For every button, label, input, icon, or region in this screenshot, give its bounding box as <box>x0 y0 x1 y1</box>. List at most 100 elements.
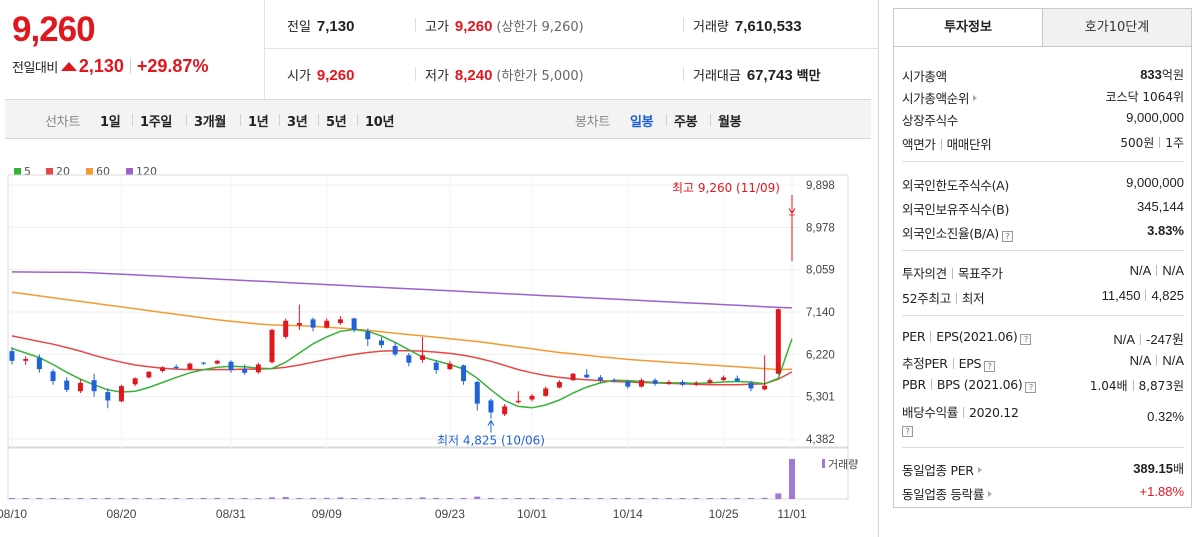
volume-bar <box>22 498 29 499</box>
divider <box>955 293 957 304</box>
candle-body <box>420 355 426 360</box>
help-icon[interactable]: ? <box>902 426 913 437</box>
arrow-right-icon <box>977 467 982 473</box>
sector-per-row[interactable]: 동일업종 PER 389.15배 <box>902 457 1184 479</box>
volume-bar <box>706 498 713 499</box>
price-chart[interactable]: 5 20 60 120 9,898 8,978 8,059 7,140 6,220 5,301 4,… <box>0 140 878 537</box>
help-icon[interactable]: ? <box>984 361 996 372</box>
period-1w-button[interactable]: 1주일 <box>140 115 173 130</box>
par-value-row: 액면가 매매단위 500원 1주 <box>902 131 1184 153</box>
period-10y-button[interactable]: 10년 <box>365 115 395 130</box>
x-tick-label: 10/25 <box>709 507 739 521</box>
help-icon[interactable]: ? <box>1025 382 1037 393</box>
candle-weekly-button[interactable]: 주봉 <box>674 115 698 130</box>
period-5y-button[interactable]: 5년 <box>326 115 347 130</box>
volume-bar <box>296 498 303 499</box>
foreign-ratio-label: 외국인소진율(B/A)? <box>902 223 1013 242</box>
volume-bar <box>529 498 535 499</box>
tab-investment-info[interactable]: 투자정보 <box>893 8 1043 47</box>
open-label: 시가 <box>287 69 311 84</box>
candle-body <box>707 380 713 383</box>
market-cap-rank-row[interactable]: 시가총액순위 코스닥 1064위 <box>902 85 1184 107</box>
est-per-value: N/A N/A <box>1130 353 1184 368</box>
quote-row-2: 시가 9,260 저가 8,240 (하한가 5,000) 거래대금 67,743 백… <box>265 49 878 98</box>
est-eps-text: EPS <box>958 356 982 371</box>
high-annotation: 최고 9,260 (11/09) <box>672 181 780 195</box>
turnover-unit: 백만 <box>796 69 821 84</box>
candle-body <box>734 378 740 382</box>
high-label: 고가 <box>425 20 449 35</box>
per-number: N/A <box>1113 332 1136 347</box>
period-1y-button[interactable]: 1년 <box>248 115 269 130</box>
tab-order-book[interactable]: 호가10단계 <box>1042 8 1192 47</box>
candle-body <box>324 320 330 328</box>
volume-bar <box>405 498 412 499</box>
low-arrow-head <box>487 419 495 426</box>
investment-panel: 투자정보 호가10단계 시가총액 833억원 시가총액순위 코스닥 1064위 … <box>878 0 1195 537</box>
candle-body <box>255 364 261 373</box>
candle-daily-button[interactable]: 일봉 <box>630 115 654 130</box>
volume-bar <box>63 498 70 499</box>
help-icon[interactable]: ? <box>1020 334 1032 345</box>
divider <box>683 67 684 81</box>
volume-bar <box>282 497 289 499</box>
candle-body <box>556 381 562 388</box>
candle-body <box>502 406 508 415</box>
candle-body <box>584 374 590 378</box>
volume-bar <box>638 498 645 499</box>
lower-limit: (하한가 5,000) <box>496 69 584 84</box>
period-3y-button[interactable]: 3년 <box>287 115 308 130</box>
par-value-text: 액면가 <box>902 137 936 152</box>
candle-body <box>214 360 220 364</box>
volume-bar <box>104 498 111 499</box>
candle-body <box>693 382 699 385</box>
candle-body <box>296 323 302 326</box>
candle-monthly-button[interactable]: 월봉 <box>718 115 742 130</box>
x-tick-label: 08/20 <box>106 507 136 521</box>
divider <box>930 379 932 390</box>
candle-body <box>160 367 166 371</box>
pbr-value: 1.04배 8,873원 <box>1090 377 1184 394</box>
market-cap-value: 833억원 <box>1140 66 1184 83</box>
candle-body <box>201 362 207 364</box>
candle-body <box>789 214 795 216</box>
est-eps-number: N/A <box>1162 353 1184 368</box>
foreign-limit-row: 외국인한도주식수(A) 9,000,000 <box>902 172 1184 194</box>
volume-bar <box>392 498 399 499</box>
volume-bar <box>118 498 125 499</box>
divider <box>930 331 932 342</box>
volume-bar <box>9 498 15 499</box>
divider <box>1156 265 1158 276</box>
candle-body <box>625 381 631 387</box>
prev-close-value: 7,130 <box>316 18 355 35</box>
arrow-right-icon <box>988 491 993 497</box>
est-per-number: N/A <box>1129 353 1152 368</box>
period-3m-button[interactable]: 3개월 <box>194 115 227 130</box>
pbr-label: PBR BPS (2021.06)? <box>902 377 1037 393</box>
par-value-value: 500원 1주 <box>1120 134 1184 151</box>
volume-bar <box>460 498 467 499</box>
volume-bar <box>789 459 795 499</box>
low-annotation: 최저 4,825 (10/06) <box>437 434 545 448</box>
volume: 거래량 7,610,533 <box>693 16 802 35</box>
divider <box>1140 334 1142 345</box>
candle-body <box>570 373 576 381</box>
trade-unit-text: 매매단위 <box>946 137 992 152</box>
candle-body <box>36 357 42 370</box>
candle-body <box>392 346 398 355</box>
per-value: N/A -247원 <box>1113 329 1184 348</box>
change-percent: +29.87% <box>136 56 209 76</box>
y-tick-label: 4,382 <box>806 434 835 446</box>
period-1d-button[interactable]: 1일 <box>100 115 121 130</box>
divider <box>186 114 187 126</box>
foreign-limit-value: 9,000,000 <box>1126 175 1184 190</box>
candle-body <box>365 331 371 340</box>
sector-per-number: 389.15 <box>1133 461 1173 476</box>
help-icon[interactable]: ? <box>1001 231 1013 242</box>
volume-bar <box>583 498 590 499</box>
candle-body <box>447 363 453 370</box>
quote-row-1: 전일 7,130 고가 9,260 (상한가 9,260) 거래량 7,610,533 <box>265 0 878 49</box>
sector-change-row[interactable]: 동일업종 등락률 +1.88% <box>902 481 1184 503</box>
week52-row: 52주최고 최저 11,450 4,825 <box>902 285 1184 307</box>
sector-per-label: 동일업종 PER <box>902 460 982 479</box>
